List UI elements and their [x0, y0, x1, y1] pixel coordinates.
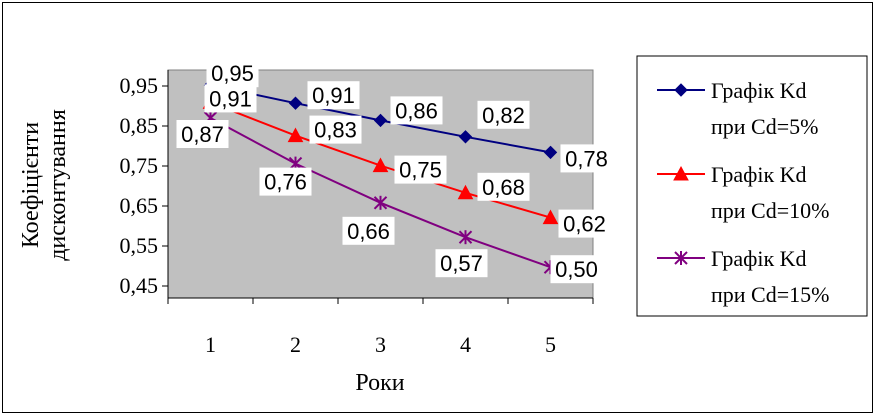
data-label-s2-5: 0,62 [558, 209, 611, 238]
data-point-s3-4 [458, 230, 473, 245]
x-tick-label: 1 [205, 332, 216, 357]
svg-text:0,50: 0,50 [555, 257, 598, 282]
svg-text:0,83: 0,83 [314, 118, 357, 143]
y-ticks: 0,45 0,55 0,65 0,75 0,85 0,95 [120, 73, 168, 298]
svg-text:0,91: 0,91 [209, 86, 252, 111]
y-tick-label: 0,95 [120, 73, 159, 98]
x-tick-label: 4 [460, 332, 471, 357]
data-label-s1-2: 0,91 [307, 81, 360, 110]
legend-item-2: Графік Kd при Cd=10% [657, 162, 829, 223]
svg-text:0,75: 0,75 [399, 158, 442, 183]
data-point-s1-5 [543, 145, 558, 160]
data-label-s3-1: 0,87 [176, 120, 229, 148]
x-tick-label: 2 [290, 332, 301, 357]
legend-marker [673, 165, 689, 181]
svg-text:0,66: 0,66 [347, 219, 390, 244]
x-ticks: 1 2 3 4 5 [167, 298, 594, 357]
data-label-s2-1: 0,91 [204, 84, 257, 113]
svg-text:0,87: 0,87 [181, 122, 224, 147]
data-point-s2-2 [287, 127, 304, 143]
data-label-s2-2: 0,83 [309, 115, 362, 144]
svg-text:0,68: 0,68 [482, 175, 525, 200]
axes [167, 70, 593, 299]
data-point-s3-3 [373, 195, 388, 210]
x-tick-label: 3 [375, 332, 386, 357]
y-tick-label: 0,65 [120, 193, 159, 218]
data-label-s1-5: 0,78 [560, 144, 613, 173]
legend-marker [674, 251, 688, 265]
legend-item-3: Графік Kd при Cd=15% [657, 246, 829, 307]
data-label-s1-1: 0,95 [206, 59, 259, 88]
svg-text:0,76: 0,76 [264, 170, 307, 195]
legend-marker [674, 83, 688, 97]
data-point-s2-5 [542, 209, 559, 225]
x-axis-title: Роки [355, 370, 404, 396]
y-axis-title: Коефіцієнти дисконтування [18, 109, 71, 261]
data-label-s2-4: 0,68 [477, 172, 530, 201]
legend-item-1: Графік Kd при Cd=5% [657, 78, 818, 139]
data-label-s3-4: 0,57 [435, 249, 488, 278]
y-tick-label: 0,85 [120, 113, 159, 138]
data-point-s2-3 [372, 157, 389, 173]
data-label-s2-3: 0,75 [394, 155, 447, 184]
data-label-s1-4: 0,82 [477, 100, 530, 129]
y-tick-label: 0,75 [120, 153, 159, 178]
legend-label-line: Графік Kd [711, 162, 807, 187]
svg-text:0,95: 0,95 [211, 61, 254, 86]
legend-label-line: при Cd=5% [711, 114, 818, 139]
data-label-s3-5: 0,50 [550, 255, 603, 284]
legend-label-line: при Cd=10% [711, 198, 829, 223]
data-label-s1-3: 0,86 [390, 96, 443, 125]
legend-label-line: Графік Kd [711, 246, 807, 271]
legend-label-line: Графік Kd [711, 78, 807, 103]
y-axis-title-line-2: дисконтування [45, 109, 71, 261]
y-tick-label: 0,55 [120, 233, 159, 258]
x-tick-label: 5 [545, 332, 556, 357]
data-label-s3-3: 0,66 [342, 216, 395, 245]
y-tick-label: 0,45 [120, 273, 159, 298]
data-point-s1-4 [458, 130, 473, 144]
y-axis-title-line-1: Коефіцієнти [18, 122, 44, 248]
data-point-s2-4 [457, 184, 474, 200]
data-point-s1-2 [288, 96, 303, 110]
svg-text:0,82: 0,82 [482, 103, 525, 128]
svg-text:0,91: 0,91 [312, 83, 355, 108]
svg-text:0,86: 0,86 [395, 98, 438, 123]
svg-text:0,78: 0,78 [565, 146, 608, 171]
data-point-s1-3 [373, 113, 388, 128]
legend-label-line: при Cd=15% [711, 282, 829, 307]
svg-text:0,57: 0,57 [440, 251, 483, 276]
svg-text:0,62: 0,62 [563, 212, 606, 237]
data-label-s3-2: 0,76 [259, 167, 312, 196]
data-labels: 0,950,910,86 0,820,780,910,830,750,680,62… [176, 59, 613, 284]
legend-box [636, 55, 868, 317]
